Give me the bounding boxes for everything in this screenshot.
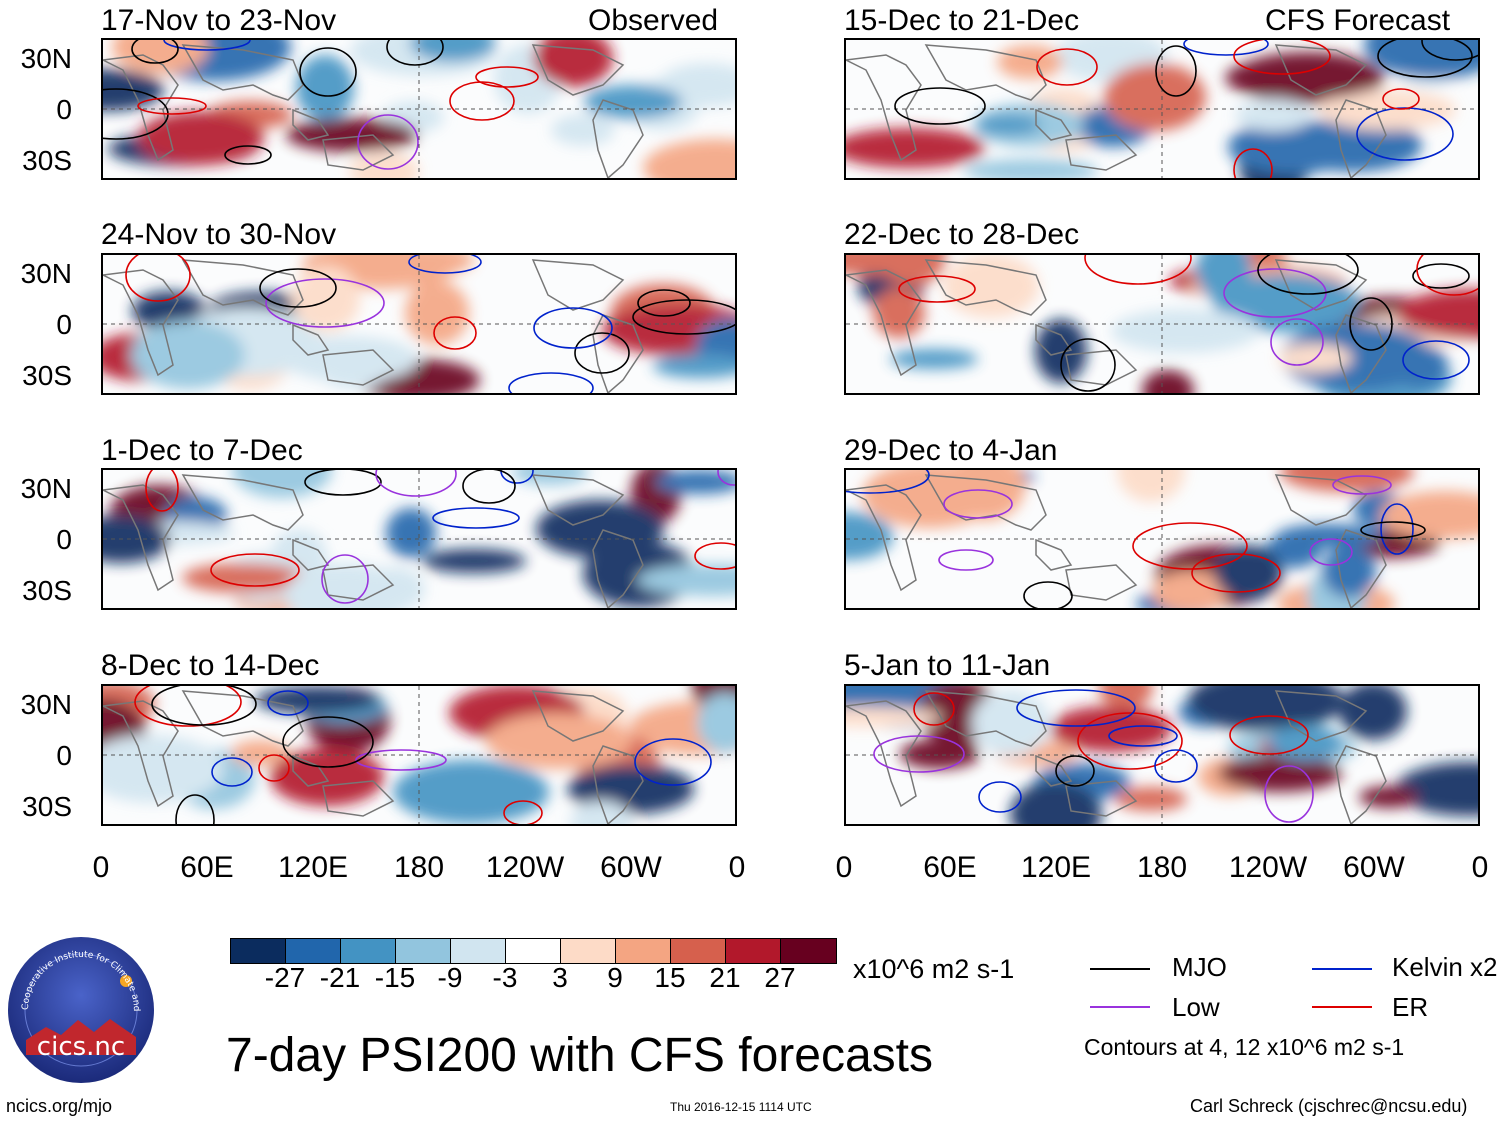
kelvin-legend-label: Kelvin x2 xyxy=(1392,952,1498,982)
logo-text: cics.nc xyxy=(37,1032,125,1062)
panel-label-observed: Observed xyxy=(588,4,719,37)
x-tick-label: 180 xyxy=(1136,851,1188,884)
colorbar-level-label: -15 xyxy=(374,962,416,993)
colorbar-level-label: -21 xyxy=(319,962,361,993)
y-tick-label: 30N xyxy=(20,258,72,289)
x-tick-label: 60W xyxy=(600,851,662,884)
panel-title: 5-Jan to 11-Jan xyxy=(844,649,1051,682)
colorbar-units: x10^6 m2 s-1 xyxy=(853,954,1015,984)
colorbar-level-label: 3 xyxy=(552,962,568,993)
colorbar-level-label: -3 xyxy=(492,962,518,993)
x-tick-label: 0 xyxy=(1471,851,1489,884)
x-tick-label: 0 xyxy=(92,851,110,884)
y-tick-label: 30S xyxy=(22,791,72,822)
y-tick-label: 30S xyxy=(22,360,72,391)
contours-note: Contours at 4, 12 x10^6 m2 s-1 xyxy=(1084,1034,1405,1060)
panel-title: 17-Nov to 23-Nov xyxy=(101,4,337,37)
anomaly-map xyxy=(101,253,737,395)
panel-title: 1-Dec to 7-Dec xyxy=(101,434,303,467)
y-tick-label: 30N xyxy=(20,43,72,74)
anomaly-map xyxy=(844,468,1480,610)
colorbar-level-label: 27 xyxy=(764,962,796,993)
colorbar-level-label: 9 xyxy=(607,962,623,993)
colorbar-level-label: -27 xyxy=(264,962,306,993)
colorbar-swatch xyxy=(561,939,616,963)
y-tick-label: 30S xyxy=(22,145,72,176)
x-tick-label: 60E xyxy=(180,851,234,884)
colorbar-swatch xyxy=(671,939,726,963)
y-tick-label: 30N xyxy=(20,689,72,720)
mjo-legend-line xyxy=(1090,968,1150,970)
panel-label-forecast: CFS Forecast xyxy=(1265,4,1451,37)
footer-timestamp: Thu 2016-12-15 1114 UTC xyxy=(670,1100,812,1114)
er-legend-label: ER xyxy=(1392,992,1429,1022)
mjo-legend-label: MJO xyxy=(1172,952,1227,982)
low-legend-line xyxy=(1090,1006,1150,1008)
anomaly-map xyxy=(101,468,737,610)
x-tick-label: 60E xyxy=(923,851,977,884)
colorbar-swatch xyxy=(726,939,781,963)
y-tick-label: 30S xyxy=(22,575,72,606)
colorbar-swatch xyxy=(286,939,341,963)
y-tick-label: 0 xyxy=(56,309,72,340)
anomaly-map xyxy=(844,38,1480,180)
y-tick-label: 30N xyxy=(20,473,72,504)
panel-title: 8-Dec to 14-Dec xyxy=(101,649,320,682)
cics-logo: Cooperative Institute for Climate and Sa… xyxy=(3,928,156,1085)
x-tick-label: 120W xyxy=(1228,851,1308,884)
main-title: 7-day PSI200 with CFS forecasts xyxy=(226,1029,933,1082)
low-legend-label: Low xyxy=(1172,992,1220,1022)
panel-title: 22-Dec to 28-Dec xyxy=(844,218,1080,251)
x-tick-label: 0 xyxy=(728,851,746,884)
anomaly-map xyxy=(101,38,737,180)
x-tick-label: 0 xyxy=(835,851,853,884)
colorbar-level-label: 21 xyxy=(709,962,741,993)
colorbar-swatch xyxy=(781,939,836,963)
y-tick-label: 0 xyxy=(56,94,72,125)
anomaly-map xyxy=(101,684,737,826)
er-legend-line xyxy=(1312,1006,1372,1008)
anomaly-map xyxy=(844,684,1480,826)
colorbar-swatch xyxy=(231,939,286,963)
kelvin-legend-line xyxy=(1312,968,1372,970)
panel-title: 15-Dec to 21-Dec xyxy=(844,4,1080,37)
x-tick-label: 180 xyxy=(393,851,445,884)
x-tick-label: 120E xyxy=(277,851,349,884)
x-tick-label: 120E xyxy=(1020,851,1092,884)
footer-author: Carl Schreck (cjschrec@ncsu.edu) xyxy=(1190,1096,1468,1116)
colorbar-level-label: -9 xyxy=(437,962,463,993)
colorbar-swatch xyxy=(396,939,451,963)
panel-title: 29-Dec to 4-Jan xyxy=(844,434,1058,467)
anomaly-map xyxy=(844,253,1480,395)
colorbar-level-label: 15 xyxy=(654,962,686,993)
x-tick-label: 60W xyxy=(1343,851,1405,884)
colorbar-swatch xyxy=(451,939,506,963)
y-tick-label: 0 xyxy=(56,740,72,771)
y-tick-label: 0 xyxy=(56,524,72,555)
colorbar-swatch xyxy=(616,939,671,963)
colorbar xyxy=(230,938,837,964)
colorbar-swatch xyxy=(341,939,396,963)
panel-title: 24-Nov to 30-Nov xyxy=(101,218,337,251)
footer-url: ncics.org/mjo xyxy=(6,1096,113,1116)
x-tick-label: 120W xyxy=(485,851,565,884)
colorbar-swatch xyxy=(506,939,561,963)
